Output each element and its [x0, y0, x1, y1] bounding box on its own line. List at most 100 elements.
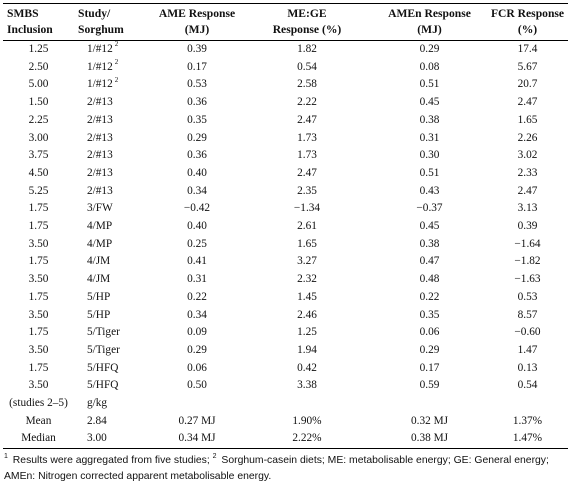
table-cell: 0.38	[372, 236, 487, 254]
cell-value: 0.13	[517, 361, 538, 374]
table-body: 1.25 1/#12 2 0.39 1.82 0.29 17.4 2.50 1/#12 2 0.17…	[3, 41, 568, 450]
table-cell: 1.47	[487, 342, 568, 360]
table-cell: 0.40	[152, 218, 242, 236]
table-row: 1.75 4/MP 0.40 2.61 0.45 0.39	[3, 218, 568, 236]
table-cell: 1.25	[242, 324, 372, 342]
cell-value: 0.47	[419, 255, 440, 268]
cell-value: 2.61	[297, 220, 317, 233]
table-cell: 3.13	[487, 200, 568, 218]
cell-value: 1.75	[28, 202, 49, 215]
cell-value: 5.25	[28, 184, 49, 197]
header-mege-response-line: Response (%)	[272, 23, 342, 36]
cell-value: 5/HFQ	[87, 361, 119, 374]
table-cell: 0.31	[372, 130, 487, 148]
table-cell: 2.47	[487, 183, 568, 201]
table-cell: 0.50	[152, 377, 242, 395]
cell-value: 0.36	[187, 96, 207, 109]
cell-value: 1.90%	[292, 414, 322, 427]
table-cell: 0.09	[152, 324, 242, 342]
table-cell: 17.4	[487, 41, 568, 59]
table-cell: −1.63	[487, 271, 568, 289]
cell-value: 0.34 MJ	[178, 432, 216, 445]
cell-value: −0.42	[183, 202, 211, 215]
table-cell: 1/#12 2	[74, 41, 152, 59]
table-cell: 5/Tiger	[74, 324, 152, 342]
table-cell: 1.90%	[242, 413, 372, 431]
header-study-sorghum-line: Sorghum	[78, 23, 124, 36]
cell-value: −0.60	[514, 326, 541, 339]
cell-value: 1.73	[297, 149, 317, 162]
table-cell: 0.22	[372, 289, 487, 307]
cell-value: −1.64	[514, 237, 541, 250]
cell-value: 1.50	[28, 96, 49, 109]
cell-value: 2.32	[297, 273, 317, 286]
table-cell: 0.53	[487, 289, 568, 307]
cell-value: 0.34	[187, 184, 207, 197]
table-row: 5.00 1/#12 2 0.53 2.58 0.51 20.7	[3, 76, 568, 94]
cell-value: 5/HFQ	[87, 379, 119, 392]
table-cell: 8.57	[487, 307, 568, 325]
cell-value: 4/MP	[87, 220, 113, 233]
table-cell: 1/#12 2	[74, 76, 152, 94]
cell-value: 4/JM	[87, 255, 111, 268]
table-cell: 2.47	[242, 112, 372, 130]
table-cell: 2.61	[242, 218, 372, 236]
cell-value: 1.25	[28, 43, 49, 55]
cell-value: 2/#13	[87, 184, 113, 197]
cell-value: 2.35	[297, 184, 317, 197]
table-cell: 1.75	[3, 324, 74, 342]
cell-value: 0.17	[419, 361, 440, 374]
table-cell: 1.75	[3, 360, 74, 378]
table-cell: −0.60	[487, 324, 568, 342]
cell-value: 8.57	[517, 308, 538, 321]
table-cell: 1.94	[242, 342, 372, 360]
table-cell: 5/HP	[74, 307, 152, 325]
cell-value: 1.75	[28, 220, 49, 233]
cell-value: 3.00	[87, 432, 107, 445]
table-cell: 2.84	[74, 413, 152, 431]
cell-value: 3.27	[297, 255, 317, 268]
table-cell: 1.73	[242, 147, 372, 165]
cell-value: 2.25	[28, 113, 49, 126]
table-row: 2.50 1/#12 2 0.17 0.54 0.08 5.67	[3, 58, 568, 77]
table-row: 1.75 5/Tiger 0.09 1.25 0.06 −0.60	[3, 324, 568, 342]
cell-value: 5.00	[28, 78, 49, 91]
table-row: 1.75 3/FW −0.42 −1.34 −0.37 3.13	[3, 200, 568, 218]
cell-value: 0.41	[187, 255, 207, 268]
table-row: (studies 2–5) g/kg	[3, 395, 568, 413]
cell-value: 3.50	[28, 273, 49, 286]
table-cell: 0.42	[242, 360, 372, 378]
cell-value: 3/FW	[87, 202, 113, 215]
cell-value: 0.53	[187, 78, 207, 91]
cell-value: 0.45	[419, 96, 440, 109]
header-mege-response-line: ME:GE	[287, 7, 327, 20]
table-cell: 3.02	[487, 147, 568, 165]
table-cell: 3.75	[3, 147, 74, 165]
table-cell: 2.58	[242, 76, 372, 94]
table-row: 5.25 2/#13 0.34 2.35 0.43 2.47	[3, 183, 568, 201]
cell-value: 1.25	[297, 326, 317, 339]
table-cell: 2.25	[3, 112, 74, 130]
table-header: SMBS Inclusion Study/Sorghum AME Response (M…	[3, 3, 568, 41]
cell-value: 0.36	[187, 149, 207, 162]
table-cell: 3.27	[242, 253, 372, 271]
table-cell: 1.75	[3, 253, 74, 271]
cell-value: 5.67	[517, 60, 538, 73]
superscript-marker: 2	[114, 40, 119, 49]
cell-value: 2/#13	[87, 131, 113, 144]
table-cell: 2/#13	[74, 183, 152, 201]
table-cell: 5/HP	[74, 289, 152, 307]
cell-value: 0.38	[419, 113, 440, 126]
cell-value: 5/HP	[87, 290, 111, 303]
header-fcr-response-line: (%)	[517, 23, 538, 36]
cell-value: 0.48	[419, 273, 440, 286]
cell-value: Mean	[25, 414, 52, 427]
table-cell: 4/JM	[74, 271, 152, 289]
superscript-marker: 2	[114, 75, 119, 84]
table-cell: 2/#13	[74, 94, 152, 112]
table-cell: 2.50	[3, 59, 74, 77]
table-row: 1.25 1/#12 2 0.39 1.82 0.29 17.4	[3, 41, 568, 59]
cell-value: 2.47	[517, 96, 538, 109]
table-cell: 0.38	[372, 112, 487, 130]
cell-value: 1.75	[28, 255, 49, 268]
